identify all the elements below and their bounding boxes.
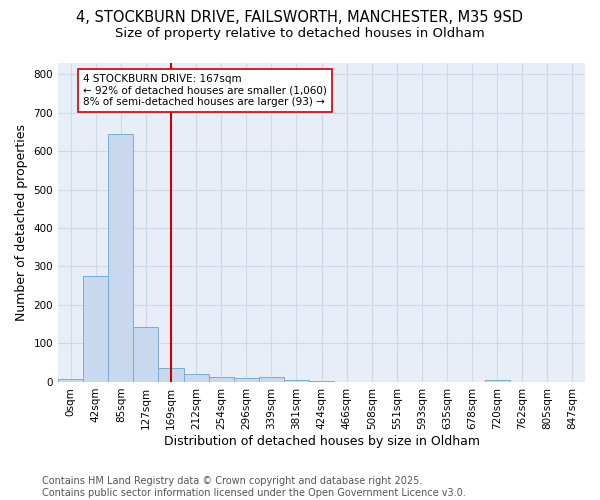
Bar — [309, 381, 334, 382]
Bar — [209, 377, 233, 382]
Bar — [158, 368, 184, 382]
Bar — [233, 378, 259, 382]
Bar — [485, 380, 510, 382]
Bar — [284, 380, 309, 382]
Bar — [133, 327, 158, 382]
Bar — [184, 374, 209, 382]
Bar — [58, 379, 83, 382]
Bar — [108, 134, 133, 382]
Text: 4 STOCKBURN DRIVE: 167sqm
← 92% of detached houses are smaller (1,060)
8% of sem: 4 STOCKBURN DRIVE: 167sqm ← 92% of detac… — [83, 74, 327, 107]
Text: 4, STOCKBURN DRIVE, FAILSWORTH, MANCHESTER, M35 9SD: 4, STOCKBURN DRIVE, FAILSWORTH, MANCHEST… — [77, 10, 523, 25]
X-axis label: Distribution of detached houses by size in Oldham: Distribution of detached houses by size … — [164, 434, 479, 448]
Text: Contains HM Land Registry data © Crown copyright and database right 2025.
Contai: Contains HM Land Registry data © Crown c… — [42, 476, 466, 498]
Text: Size of property relative to detached houses in Oldham: Size of property relative to detached ho… — [115, 28, 485, 40]
Y-axis label: Number of detached properties: Number of detached properties — [15, 124, 28, 320]
Bar — [259, 378, 284, 382]
Bar — [83, 276, 108, 382]
